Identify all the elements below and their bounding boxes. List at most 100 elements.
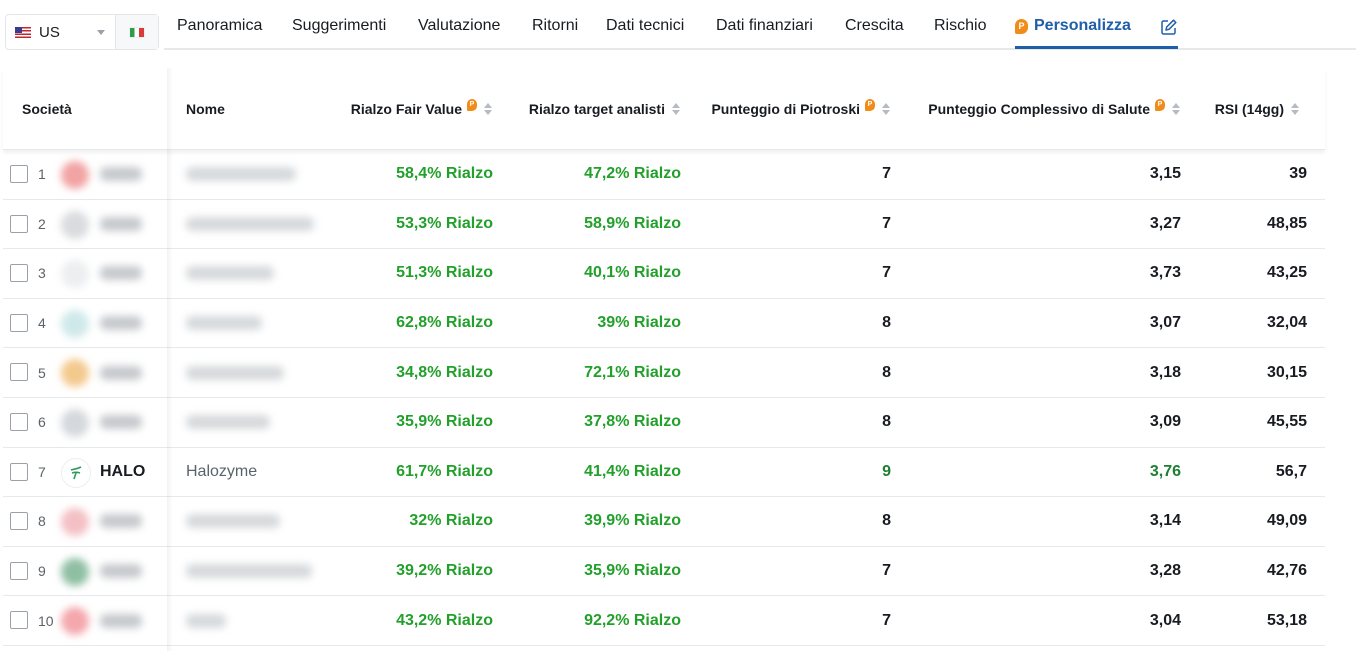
row-checkbox[interactable] — [10, 611, 28, 630]
fair-value-upside: 43,2% Rialzo — [396, 611, 493, 629]
company-name[interactable] — [186, 249, 274, 298]
company-name[interactable] — [186, 299, 262, 348]
col-rialzo-fair-value[interactable]: Rialzo Fair Value P — [350, 99, 493, 117]
sort-icon[interactable] — [1172, 102, 1181, 116]
piotroski-score: 8 — [882, 314, 891, 332]
row-checkbox[interactable] — [10, 512, 28, 531]
row-index: 6 — [38, 414, 46, 431]
rsi-value: 48,85 — [1266, 214, 1307, 232]
active-tab-indicator — [1015, 46, 1178, 49]
company-ticker[interactable] — [100, 150, 142, 199]
company-ticker[interactable] — [100, 200, 142, 249]
ticker-label: HALO — [100, 462, 146, 480]
table-row[interactable]: 2 53,3% Rialzo 58,9% Rialzo 7 3,27 48,85 — [3, 200, 1325, 250]
rsi-value: 42,76 — [1266, 562, 1307, 580]
row-checkbox[interactable] — [10, 412, 28, 431]
company-ticker[interactable] — [100, 348, 142, 397]
redacted-ticker — [100, 167, 142, 182]
company-ticker[interactable] — [100, 398, 142, 447]
analyst-target-upside: 39,9% Rialzo — [584, 512, 681, 530]
sticky-column-shadow — [167, 68, 173, 651]
fair-value-upside: 61,7% Rialzo — [396, 462, 493, 480]
table-row[interactable]: 4 62,8% Rialzo 39% Rialzo 8 3,07 32,04 — [3, 299, 1325, 349]
italy-flag-button[interactable] — [116, 15, 158, 49]
table-row[interactable]: 6 35,9% Rialzo 37,8% Rialzo 8 3,09 45,55 — [3, 398, 1325, 448]
table-row[interactable]: 7 HALO Halozyme 61,7% Rialzo 41,4% Rialzo 9 3,… — [3, 448, 1325, 498]
tab-ritorni[interactable]: Ritorni — [532, 17, 579, 34]
country-label: US — [39, 23, 60, 41]
piotroski-score: 7 — [882, 165, 891, 183]
company-logo — [61, 408, 89, 437]
country-switcher: US — [5, 14, 159, 50]
health-score: 3,04 — [1149, 611, 1181, 629]
row-checkbox[interactable] — [10, 264, 28, 283]
piotroski-score: 8 — [882, 413, 891, 431]
company-name[interactable]: Halozyme — [186, 448, 257, 497]
sort-icon[interactable] — [882, 102, 891, 116]
rsi-value: 45,55 — [1266, 413, 1307, 431]
col-rialzo-target-label: Rialzo target analisti — [528, 101, 665, 117]
table-row[interactable]: 10 43,2% Rialzo 92,2% Rialzo 7 3,04 53,18 — [3, 596, 1325, 646]
tab-valutazione[interactable]: Valutazione — [418, 17, 501, 34]
row-checkbox[interactable] — [10, 363, 28, 382]
fair-value-upside: 35,9% Rialzo — [396, 413, 493, 431]
fair-value-upside: 53,3% Rialzo — [396, 214, 493, 232]
row-checkbox[interactable] — [10, 462, 28, 481]
company-name[interactable] — [186, 596, 226, 645]
company-name[interactable] — [186, 497, 280, 546]
col-rialzo-fair-value-label: Rialzo Fair Value — [350, 101, 462, 117]
company-name[interactable] — [186, 398, 270, 447]
col-rialzo-target[interactable]: Rialzo target analisti — [529, 101, 681, 117]
table-row[interactable]: 8 32% Rialzo 39,9% Rialzo 8 3,14 49,09 — [3, 497, 1325, 547]
company-name[interactable] — [186, 348, 284, 397]
tab-personalizza[interactable]: P Personalizza — [1015, 17, 1131, 35]
redacted-name — [186, 365, 284, 380]
tab-crescita[interactable]: Crescita — [845, 17, 904, 34]
redacted-ticker — [100, 316, 142, 331]
tab-panoramica[interactable]: Panoramica — [177, 17, 263, 34]
tab-dati-tecnici[interactable]: Dati tecnici — [606, 17, 685, 34]
company-name[interactable] — [186, 547, 312, 596]
company-name[interactable] — [186, 200, 314, 249]
rsi-value: 32,04 — [1266, 314, 1307, 332]
row-index: 7 — [38, 463, 46, 480]
tab-rischio[interactable]: Rischio — [934, 17, 987, 34]
row-checkbox[interactable] — [10, 214, 28, 233]
company-name[interactable] — [186, 150, 296, 199]
company-ticker[interactable]: HALO — [100, 448, 145, 497]
sort-icon[interactable] — [1291, 102, 1300, 116]
table-row[interactable]: 5 34,8% Rialzo 72,1% Rialzo 8 3,18 30,15 — [3, 348, 1325, 398]
company-ticker[interactable] — [100, 596, 142, 645]
table-row[interactable]: 3 51,3% Rialzo 40,1% Rialzo 7 3,73 43,25 — [3, 249, 1325, 299]
health-score: 3,18 — [1149, 363, 1181, 381]
col-rsi[interactable]: RSI (14gg) — [1215, 101, 1300, 117]
country-select[interactable]: US — [6, 15, 116, 49]
edit-icon[interactable] — [1160, 18, 1178, 36]
company-ticker[interactable] — [100, 299, 142, 348]
row-index: 10 — [38, 612, 54, 629]
row-checkbox[interactable] — [10, 313, 28, 332]
row-checkbox[interactable] — [10, 165, 28, 183]
row-checkbox[interactable] — [10, 561, 28, 580]
tab-suggerimenti[interactable]: Suggerimenti — [292, 17, 387, 34]
sort-icon[interactable] — [484, 102, 493, 116]
table-row[interactable]: 1 58,4% Rialzo 47,2% Rialzo 7 3,15 39 — [3, 150, 1325, 200]
company-ticker[interactable] — [100, 547, 142, 596]
analyst-target-upside: 47,2% Rialzo — [584, 165, 681, 183]
company-ticker[interactable] — [100, 497, 142, 546]
tab-dati-finanziari[interactable]: Dati finanziari — [716, 17, 813, 34]
sort-icon[interactable] — [672, 102, 681, 116]
col-piotroski[interactable]: Punteggio di Piotroski P — [711, 99, 891, 117]
table-row[interactable]: 9 39,2% Rialzo 35,9% Rialzo 7 3,28 42,76 — [3, 547, 1325, 597]
health-score: 3,76 — [1149, 462, 1181, 480]
pro-badge-icon: P — [1015, 19, 1028, 34]
analyst-target-upside: 72,1% Rialzo — [584, 363, 681, 381]
row-index: 9 — [38, 563, 46, 580]
col-health-score[interactable]: Punteggio Complessivo di Salute P — [928, 99, 1181, 117]
chevron-down-icon — [97, 29, 105, 35]
fair-value-upside: 58,4% Rialzo — [396, 165, 493, 183]
tab-personalizza-label: Personalizza — [1034, 17, 1131, 34]
company-ticker[interactable] — [100, 249, 142, 298]
fair-value-upside: 34,8% Rialzo — [396, 363, 493, 381]
table-header: Società Nome Rialzo Fair Value P Rialzo t… — [3, 68, 1325, 150]
